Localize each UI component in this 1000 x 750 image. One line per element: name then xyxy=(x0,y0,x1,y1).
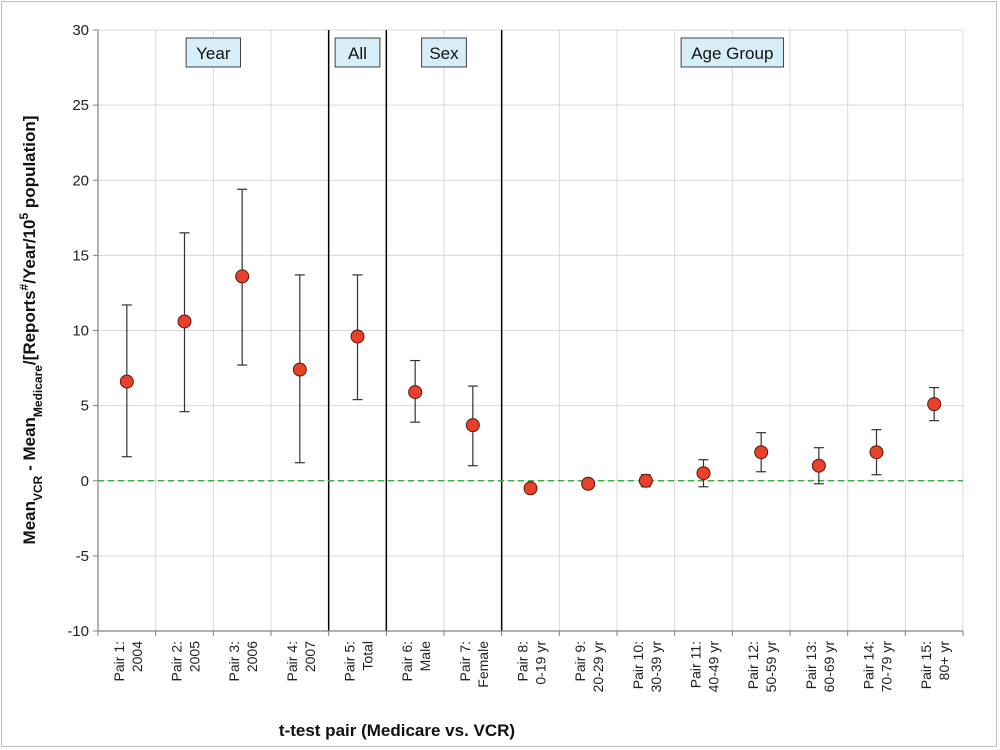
group-label-text: Sex xyxy=(429,44,459,63)
group-separators xyxy=(327,30,503,631)
data-point xyxy=(754,445,769,460)
y-tick-label: 20 xyxy=(72,172,89,189)
data-point xyxy=(523,481,538,496)
group-label-text: Year xyxy=(196,44,231,63)
x-tick-label: Pair 2: 2005 xyxy=(169,641,203,682)
x-tick-label-line2: 0-19 yr xyxy=(533,641,549,685)
x-tick-label: Pair 1: 2004 xyxy=(111,641,145,682)
group-label: Sex xyxy=(421,37,467,68)
x-tick-label: Pair 5: Total xyxy=(342,641,376,681)
data-point xyxy=(235,269,250,284)
group-label: Age Group xyxy=(680,37,785,68)
x-tick-label-line2: 2006 xyxy=(244,641,260,672)
y-tick-label: 15 xyxy=(72,247,89,264)
data-point xyxy=(696,466,711,481)
x-tick-label-line2: Male xyxy=(417,641,433,672)
y-tick-label: -10 xyxy=(67,623,89,640)
x-tick-label: Pair 4: 2007 xyxy=(284,641,318,682)
x-tick-label: Pair 8: 0-19 yr xyxy=(515,641,549,685)
x-tick-label-line1: Pair 10: xyxy=(630,641,646,689)
group-label-text: All xyxy=(348,44,367,63)
x-tick-label-line2: 70-79 yr xyxy=(879,641,895,693)
x-tick-label: Pair 7: Female xyxy=(457,641,491,688)
x-tick-label: Pair 14: 70-79 yr xyxy=(861,641,895,693)
x-tick-label-line1: Pair 13: xyxy=(803,641,819,689)
data-point xyxy=(869,445,884,460)
x-tick-label-line1: Pair 12: xyxy=(745,641,761,689)
x-tick-label: Pair 6: Male xyxy=(399,641,433,682)
x-tick-label-line1: Pair 1: xyxy=(111,641,127,681)
error-bars xyxy=(121,188,940,492)
x-tick-label: Pair 3: 2006 xyxy=(226,641,260,682)
x-tick-label-line2: 2007 xyxy=(302,641,318,672)
x-tick-label-line1: Pair 5: xyxy=(342,641,358,681)
data-point xyxy=(408,385,423,400)
y-tick-label: -5 xyxy=(76,548,89,565)
y-tick-label: 30 xyxy=(72,22,89,39)
group-label-box xyxy=(421,37,467,68)
group-label: All xyxy=(334,37,381,68)
data-point xyxy=(350,329,365,344)
y-tick-label: 0 xyxy=(81,473,89,490)
x-tick-label-line1: Pair 6: xyxy=(399,641,415,681)
x-tick-label-line2: Female xyxy=(475,641,491,688)
x-tick-label-line2: 2005 xyxy=(187,641,203,672)
data-point xyxy=(292,362,307,377)
x-tick-label-line2: 30-39 yr xyxy=(648,641,664,693)
axes xyxy=(93,29,964,636)
data-point xyxy=(811,458,826,473)
x-tick-label-line1: Pair 3: xyxy=(226,641,242,681)
x-tick-label-line2: Total xyxy=(360,641,376,671)
group-labels: Year All Sex Age Group xyxy=(185,37,785,68)
x-tick-label-line2: 50-59 yr xyxy=(763,641,779,693)
y-axis-title: MeanVCR - MeanMedicare/[Reports#/Year/10… xyxy=(17,116,45,545)
x-tick-labels: Pair 1: 2004 Pair 2: 2005 Pair 3: 2006 Pair 4:… xyxy=(111,641,952,693)
data-point xyxy=(119,374,134,389)
group-label-text: Age Group xyxy=(691,44,773,63)
group-label-box xyxy=(680,37,785,68)
y-tick-labels: -10 -5 0 5 10 15 20 25 30 xyxy=(67,22,89,640)
x-tick-label-line2: 40-49 yr xyxy=(706,641,722,693)
group-label: Year xyxy=(185,37,242,68)
y-tick-label: 10 xyxy=(72,323,89,340)
gridlines xyxy=(97,29,964,632)
group-label-box xyxy=(185,37,242,68)
x-tick-label: Pair 12: 50-59 yr xyxy=(745,641,779,693)
x-tick-label-line1: Pair 4: xyxy=(284,641,300,681)
x-tick-label-line1: Pair 15: xyxy=(918,641,934,689)
x-tick-label: Pair 13: 60-69 yr xyxy=(803,641,837,693)
x-axis-title: t-test pair (Medicare vs. VCR) xyxy=(279,721,515,740)
data-point xyxy=(177,314,192,329)
x-tick-label-line1: Pair 7: xyxy=(457,641,473,681)
data-point xyxy=(465,418,480,433)
data-point xyxy=(581,476,596,491)
x-tick-label: Pair 15: 80+ yr xyxy=(918,641,952,690)
x-tick-label: Pair 9: 20-29 yr xyxy=(572,641,606,693)
x-tick-label: Pair 10: 30-39 yr xyxy=(630,641,664,693)
x-tick-label-line1: Pair 14: xyxy=(861,641,877,689)
data-point xyxy=(927,397,942,412)
x-tick-label-line2: 2004 xyxy=(129,641,145,672)
y-tick-label: 25 xyxy=(72,97,89,114)
x-tick-label-line2: 60-69 yr xyxy=(821,641,837,693)
x-tick-label: Pair 11: 40-49 yr xyxy=(688,641,722,693)
y-tick-label: 5 xyxy=(81,398,89,415)
x-tick-label-line1: Pair 8: xyxy=(515,641,531,681)
group-label-box xyxy=(334,37,381,68)
x-tick-label-line2: 80+ yr xyxy=(936,641,952,681)
data-point xyxy=(638,473,653,488)
x-tick-label-line1: Pair 9: xyxy=(572,641,588,681)
data-points xyxy=(119,269,942,496)
x-tick-label-line1: Pair 11: xyxy=(688,641,704,688)
x-tick-label-line2: 20-29 yr xyxy=(590,641,606,693)
x-tick-label-line1: Pair 2: xyxy=(169,641,185,681)
